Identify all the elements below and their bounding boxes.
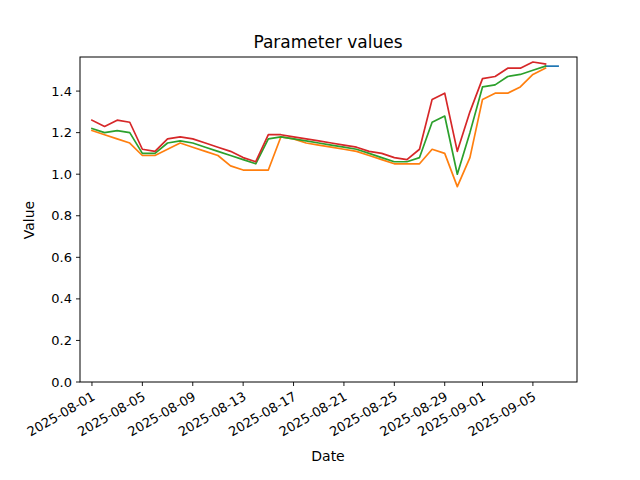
figure: Parameter values Date Value 0.0 0.2 0.4 0.6… <box>0 0 640 480</box>
y-tick-label: 1.4 <box>51 84 72 99</box>
x-axis-label: Date <box>311 448 344 464</box>
y-tick-label: 1.2 <box>51 125 72 140</box>
chart-title: Parameter values <box>253 32 402 52</box>
y-tick-label: 0.4 <box>51 291 72 306</box>
y-tick-label: 0.2 <box>51 333 72 348</box>
y-tick-label: 0.6 <box>51 250 72 265</box>
y-axis-label: Value <box>21 201 37 239</box>
y-tick-label: 1.0 <box>51 167 72 182</box>
y-tick-label: 0.0 <box>51 375 72 390</box>
line-chart: Parameter values Date Value 0.0 0.2 0.4 0.6… <box>0 0 640 480</box>
y-tick-label: 0.8 <box>51 208 72 223</box>
